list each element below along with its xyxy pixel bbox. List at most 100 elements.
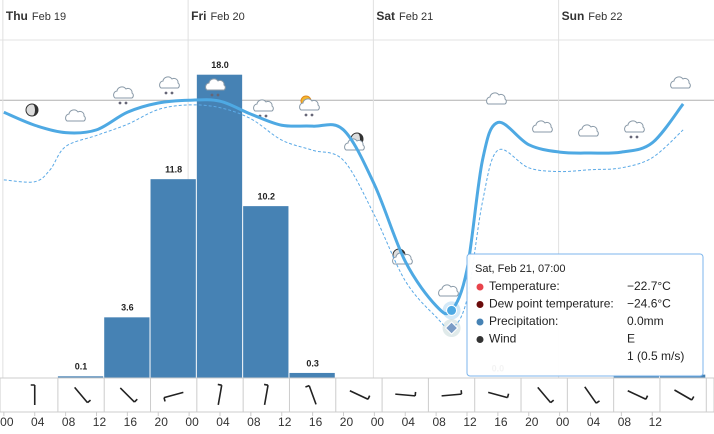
precipitation-label: 3.6	[121, 303, 134, 313]
day-weekday: Fri	[191, 9, 206, 23]
x-tick-label: 20	[340, 415, 354, 429]
icon-snow	[124, 101, 128, 105]
weather-icon	[205, 78, 226, 97]
tooltip-value: −24.6°C	[627, 297, 671, 311]
tooltip-dot	[476, 336, 484, 343]
x-tick-label: 12	[463, 415, 477, 429]
weather-icon	[438, 284, 459, 297]
weather-icon	[159, 76, 180, 95]
tooltip-dot	[476, 318, 484, 326]
hover-temperature	[446, 304, 458, 316]
weather-icon	[299, 95, 320, 117]
icon-snow	[164, 91, 168, 95]
precipitation-bar	[243, 206, 289, 378]
weather-icon	[113, 86, 134, 105]
weather-icon	[486, 92, 507, 105]
day-weekday: Sat	[376, 9, 395, 23]
weather-icon	[578, 124, 599, 137]
x-tick-label: 04	[402, 415, 416, 429]
day-label: Sat Feb 21	[376, 9, 433, 23]
icon-snow	[118, 101, 122, 105]
day-date: Feb 21	[399, 11, 433, 23]
precipitation-bar	[196, 74, 243, 378]
weather-icon	[65, 109, 86, 122]
tooltip-value: −22.7°C	[627, 279, 671, 293]
wind-arrow	[537, 386, 555, 404]
wind-arrow	[163, 391, 184, 402]
wind-arrow	[305, 384, 317, 405]
precipitation-bar	[289, 372, 335, 378]
x-tick-label: 16	[494, 415, 508, 429]
day-date: Feb 20	[210, 11, 244, 23]
dew-point-line	[3, 104, 684, 330]
icon-cloud	[624, 120, 645, 133]
wind-arrow	[119, 387, 138, 403]
precipitation-bar	[57, 376, 104, 378]
icon-snow	[216, 93, 220, 97]
icon-cloud	[253, 99, 274, 112]
tooltip-value: E	[627, 332, 635, 346]
wind-row-bg	[0, 377, 714, 413]
x-tick-label: 20	[525, 415, 539, 429]
wind-arrow-group	[163, 391, 184, 402]
icon-snow	[635, 135, 639, 139]
icon-cloud	[65, 109, 86, 122]
wind-arrow-group	[584, 386, 600, 404]
precipitation-label: 11.8	[165, 165, 182, 175]
icon-cloud	[205, 78, 226, 91]
tooltip-label: Wind	[489, 332, 516, 346]
weather-icon	[624, 120, 645, 139]
icon-snow	[170, 91, 174, 95]
wind-arrow-group	[305, 384, 317, 405]
wind-arrow-group	[627, 390, 649, 400]
precipitation-label: 10.2	[258, 192, 276, 202]
tooltip-dot	[476, 301, 484, 308]
weather-icon	[253, 99, 274, 118]
lines	[3, 98, 685, 338]
wind-arrow-group	[488, 391, 510, 399]
icon-cloud	[113, 86, 134, 99]
hover-dew-point	[444, 321, 459, 335]
day-date: Feb 22	[588, 11, 622, 23]
wind-arrow-group	[674, 389, 695, 401]
wind-arrow-group	[119, 387, 138, 403]
icon-cloud	[438, 284, 459, 297]
icon-cloud	[159, 76, 180, 89]
precipitation-bar	[104, 317, 150, 378]
weather-icon	[532, 120, 553, 133]
weather-icons	[25, 76, 691, 297]
wind-arrow-group	[349, 390, 371, 400]
x-tick-label: 16	[309, 415, 323, 429]
wind-arrow	[263, 383, 269, 405]
wind-arrow	[441, 390, 463, 397]
wind-arrow	[674, 389, 695, 401]
tooltip-extra: 1 (0.5 m/s)	[627, 349, 684, 363]
wind-arrow	[349, 390, 371, 400]
x-tick-label: 12	[93, 415, 107, 429]
weather-icon	[670, 76, 691, 89]
x-tick-label: 20	[155, 415, 169, 429]
x-tick-label: 00	[0, 415, 14, 429]
tooltip-box	[466, 253, 704, 377]
tooltip-label: Precipitation:	[489, 314, 558, 328]
x-tick-label: 04	[216, 415, 230, 429]
temperature-line	[3, 98, 685, 316]
tooltip-value: 0.0mm	[627, 314, 664, 328]
wind-arrow	[584, 386, 600, 404]
precipitation-label: 0.3	[306, 358, 319, 368]
icon-snow	[264, 114, 268, 118]
x-tick-label: 16	[124, 415, 138, 429]
icon-cloud	[532, 120, 553, 133]
day-weekday: Sun	[562, 9, 585, 23]
day-label: Fri Feb 20	[191, 9, 245, 23]
wind-arrow	[217, 383, 223, 405]
tooltip-title: Sat, Feb 21, 07:00	[475, 263, 566, 275]
icon-snow	[210, 93, 214, 97]
tooltip: Sat, Feb 21, 07:00 1 (0.5 m/s) Temperatu…	[466, 253, 704, 377]
wind-arrow-group	[30, 384, 36, 405]
day-label: Thu Feb 19	[6, 9, 66, 23]
x-tick-label: 12	[649, 415, 663, 429]
wind-arrow	[488, 391, 510, 399]
wind-arrow	[627, 390, 649, 400]
x-tick-label: 00	[556, 415, 570, 429]
